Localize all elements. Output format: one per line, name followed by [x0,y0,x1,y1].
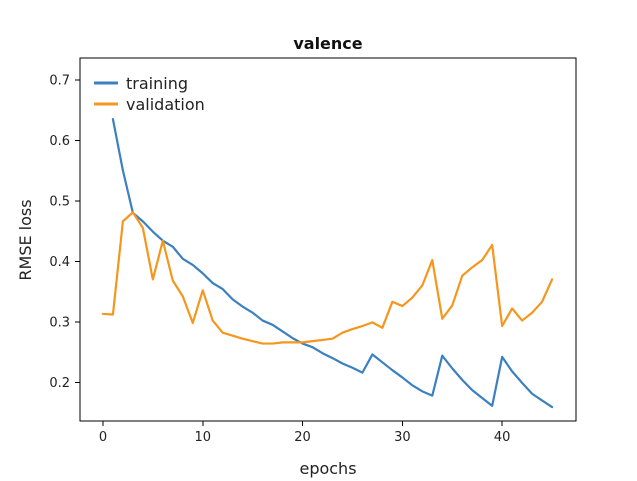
legend: training validation [94,74,205,114]
x-tick-label: 20 [294,430,311,445]
axes-frame [79,57,577,422]
legend-label-training: training [126,74,188,93]
x-tick-label: 0 [99,430,107,445]
y-tick-label: 0.4 [49,255,70,270]
y-tick-label: 0.6 [49,134,70,149]
y-axis-ticks: 0.2 0.3 0.4 0.5 0.6 0.7 [49,73,80,391]
series-line-validation [101,211,554,345]
x-tick-label: 30 [394,430,411,445]
x-tick-label: 10 [194,430,211,445]
chart-title: valence [293,34,362,53]
series-layer [101,118,554,409]
series-line-training [111,118,554,409]
y-tick-label: 0.2 [49,376,70,391]
y-tick-label: 0.5 [49,194,70,209]
y-axis-title: RMSE loss [16,199,35,280]
x-axis-ticks: 0 10 20 30 40 [99,421,511,445]
y-tick-label: 0.7 [49,73,70,88]
legend-label-validation: validation [126,95,205,114]
y-tick-label: 0.3 [49,315,70,330]
x-axis-title: epochs [299,459,356,478]
x-tick-label: 40 [494,430,511,445]
plot-area [79,57,577,422]
